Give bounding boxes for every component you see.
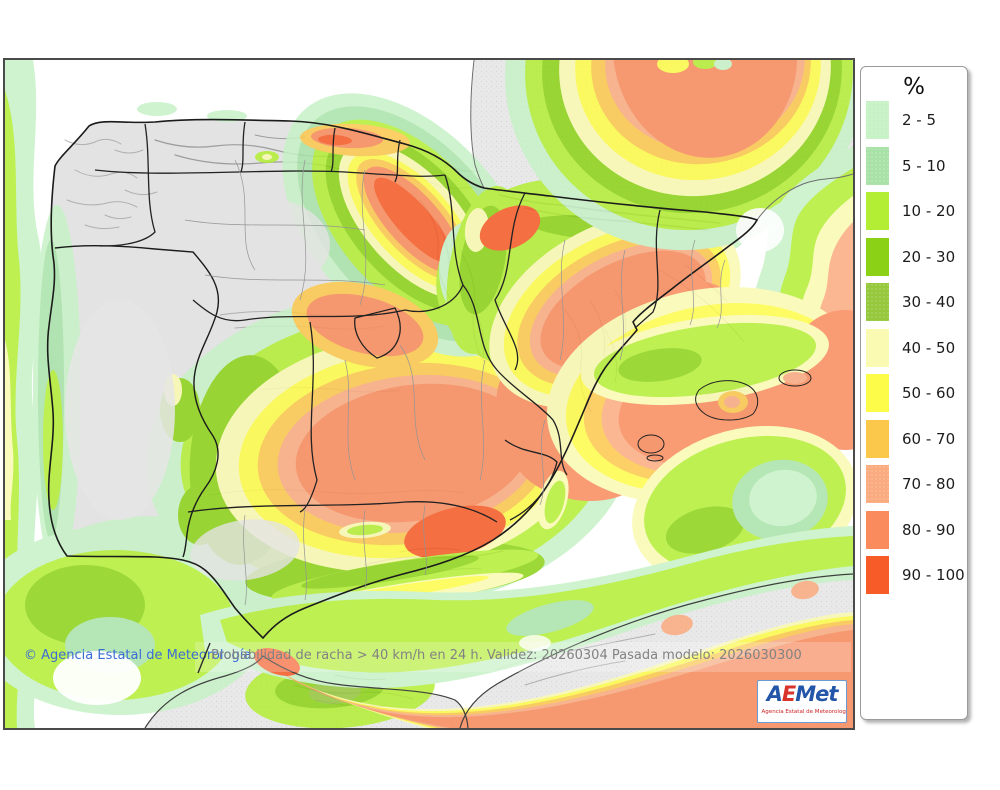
legend-swatch <box>866 510 889 549</box>
legend-range-label: 50 - 60 <box>902 384 956 402</box>
aemet-logo-letter: A <box>766 682 783 706</box>
legend-swatch <box>866 283 889 321</box>
legend-swatch <box>866 146 889 185</box>
legend-row: 20 - 30 <box>866 237 967 276</box>
legend-row: 50 - 60 <box>866 374 967 412</box>
legend-swatch <box>866 465 889 503</box>
legend-row: 60 - 70 <box>866 419 967 458</box>
legend-row: 40 - 50 <box>866 328 967 367</box>
legend-range-label: 10 - 20 <box>902 202 956 220</box>
legend-range-label: 70 - 80 <box>902 475 956 493</box>
aemet-logo-letter: M <box>795 682 816 706</box>
legend-row: 30 - 40 <box>866 283 967 321</box>
legend-range-label: 60 - 70 <box>902 429 956 448</box>
legend-row: 5 - 10 <box>866 146 967 185</box>
legend-range-label: 20 - 30 <box>902 247 956 266</box>
legend-range-label: 80 - 90 <box>902 520 956 539</box>
legend-title: % <box>903 74 925 100</box>
legend-rows: 2 - 5 5 - 10 10 - 20 20 - 30 30 - 40 40 - 50 5… <box>861 101 967 594</box>
legend-swatch <box>866 328 889 367</box>
legend-panel: % 2 - 5 5 - 10 10 - 20 20 - 30 30 - 40 40 - 5… <box>860 66 968 720</box>
attribution-divider <box>197 642 211 674</box>
copyright-text: © Agencia Estatal de Meteorología <box>24 648 252 663</box>
probability-field <box>5 60 853 728</box>
aemet-logo: AEMet Agencia Estatal de Meteorología <box>757 680 847 723</box>
legend-range-label: 2 - 5 <box>902 111 937 129</box>
legend-swatch <box>866 237 889 276</box>
legend-swatch <box>866 419 889 458</box>
map-borders <box>46 60 853 728</box>
legend-range-label: 40 - 50 <box>902 338 956 357</box>
aemet-logo-letter: E <box>781 682 796 706</box>
aemet-logo-letter: e <box>815 682 829 706</box>
legend-swatch <box>866 192 889 230</box>
product-label: Probabilidad de racha > 40 km/h en 24 h.… <box>211 648 802 663</box>
legend-swatch <box>866 374 889 412</box>
map-frame: © Agencia Estatal de Meteorología Probab… <box>3 58 855 730</box>
aemet-logo-word: AEMet <box>758 681 846 708</box>
legend-row: 2 - 5 <box>866 101 967 139</box>
legend-range-label: 30 - 40 <box>902 293 956 311</box>
legend-row: 70 - 80 <box>866 465 967 503</box>
legend-swatch <box>866 556 889 594</box>
aemet-logo-caption: Agencia Estatal de Meteorología <box>761 708 847 715</box>
legend-range-label: 90 - 100 <box>902 566 965 584</box>
aemet-logo-letter: t <box>828 682 838 706</box>
legend-swatch <box>866 101 889 139</box>
legend-range-label: 5 - 10 <box>902 156 946 175</box>
legend-row: 80 - 90 <box>866 510 967 549</box>
legend-row: 10 - 20 <box>866 192 967 230</box>
spain-wind-probability-map <box>5 60 853 728</box>
legend-row: 90 - 100 <box>866 556 967 594</box>
